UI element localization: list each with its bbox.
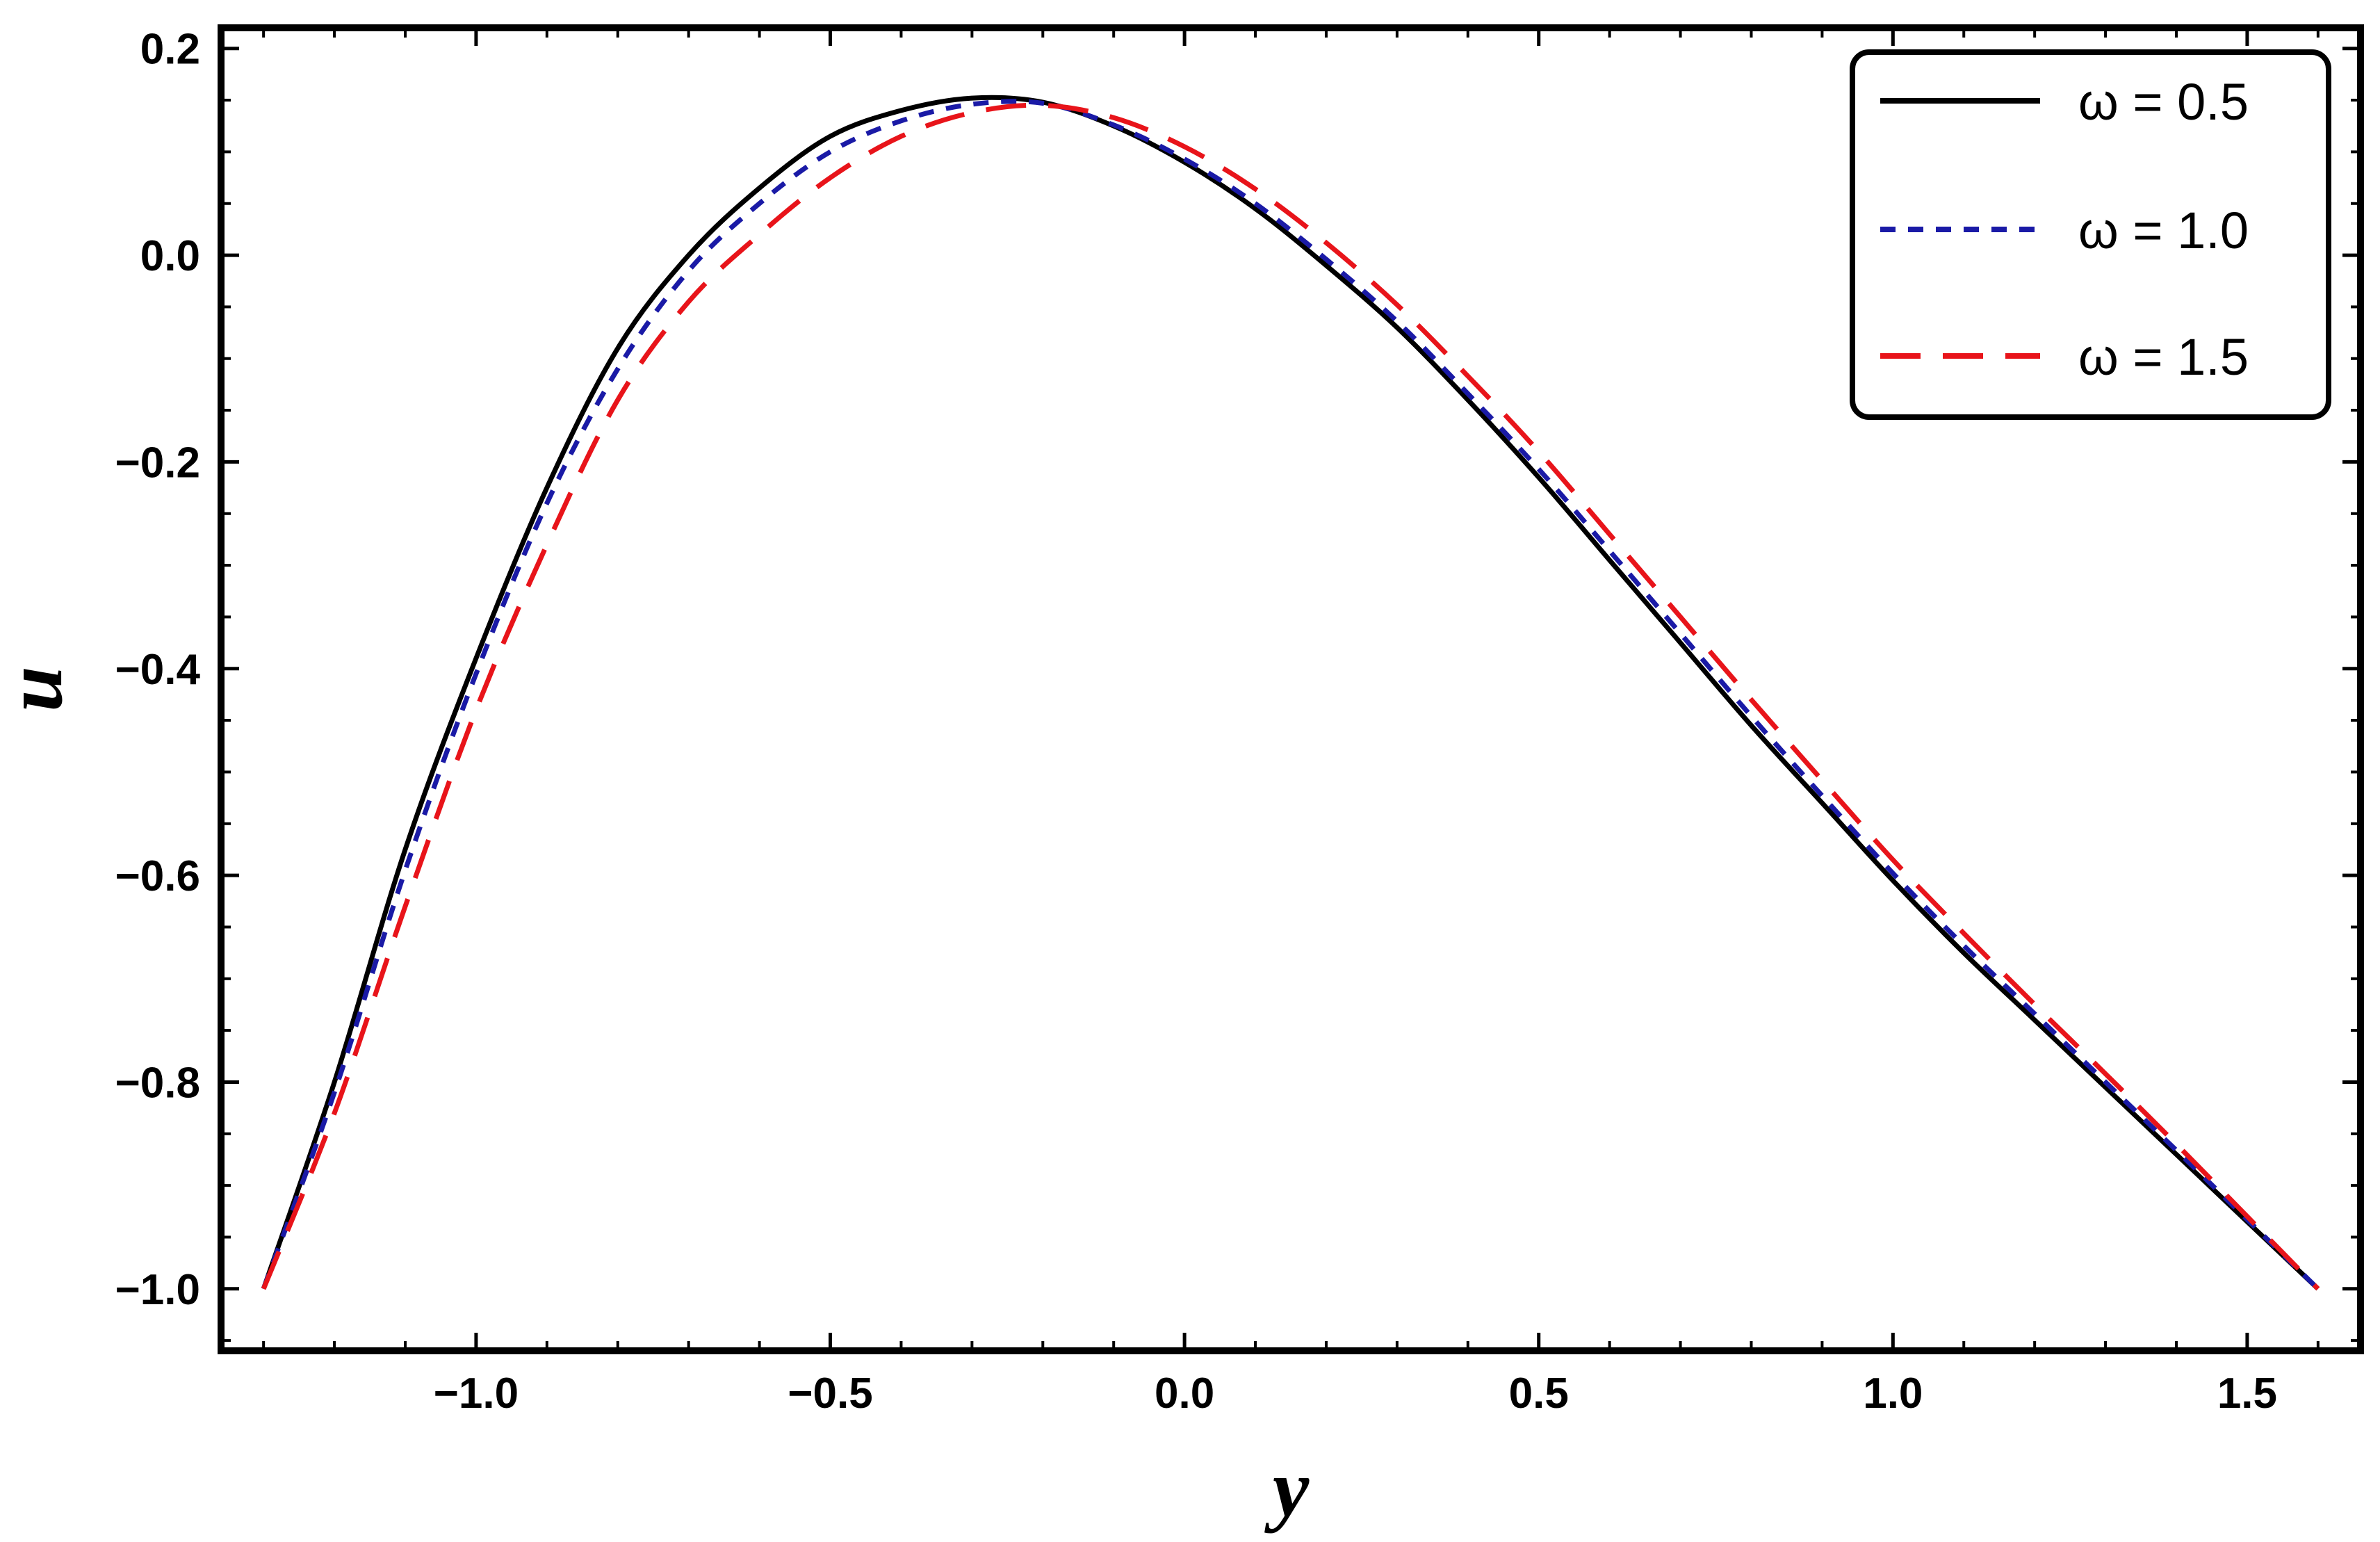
series-line-2 bbox=[261, 102, 2320, 1291]
x-tick-label: −1.0 bbox=[434, 1370, 519, 1418]
y-tick-label: 0.0 bbox=[140, 232, 200, 280]
y-tick-label: −0.4 bbox=[115, 646, 201, 694]
series-lines bbox=[261, 95, 2320, 1291]
y-tick-label: −1.0 bbox=[115, 1266, 200, 1314]
y-tick-label: −0.2 bbox=[115, 439, 200, 487]
series-line-0 bbox=[261, 95, 2320, 1291]
legend-label-omega-0.5: ω = 0.5 bbox=[2078, 73, 2249, 131]
x-tick-labels: −1.0 −0.5 0.0 0.5 1.0 1.5 bbox=[434, 1370, 2277, 1418]
legend: ω = 0.5 ω = 1.0 ω = 1.5 bbox=[1850, 49, 2331, 420]
y-tick-label: 0.2 bbox=[140, 26, 200, 74]
x-tick-label: 1.5 bbox=[2217, 1370, 2277, 1418]
legend-box bbox=[1850, 49, 2331, 420]
x-tick-label: −0.5 bbox=[788, 1370, 872, 1418]
y-tick-label: −0.8 bbox=[115, 1059, 200, 1107]
y-tick-label: −0.6 bbox=[115, 852, 200, 900]
plot-frame bbox=[218, 24, 2364, 1354]
y-axis-title: u bbox=[0, 666, 79, 712]
x-tick-label: 0.0 bbox=[1155, 1370, 1214, 1418]
y-tick-labels: 0.2 0.0 −0.2 −0.4 −0.6 −0.8 −1.0 bbox=[115, 26, 201, 1314]
x-tick-label: 0.5 bbox=[1509, 1370, 1569, 1418]
x-tick-label: 1.0 bbox=[1863, 1370, 1923, 1418]
legend-label-omega-1.0: ω = 1.0 bbox=[2078, 202, 2249, 259]
series-line-1 bbox=[261, 99, 2320, 1291]
legend-label-omega-1.5: ω = 1.5 bbox=[2078, 328, 2249, 386]
